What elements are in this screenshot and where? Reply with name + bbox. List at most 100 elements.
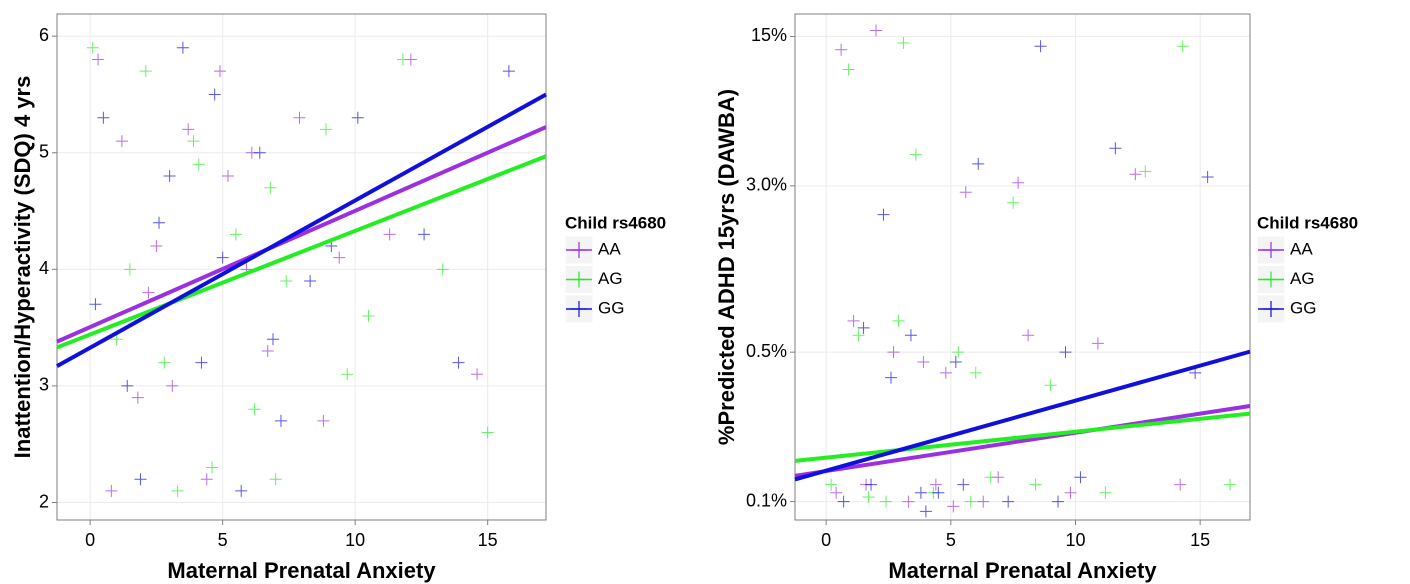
legend-symbol xyxy=(571,301,587,317)
data-point xyxy=(929,478,942,491)
data-point xyxy=(862,491,875,504)
data-point xyxy=(1174,478,1187,491)
data-point xyxy=(274,414,287,427)
data-point xyxy=(200,473,213,486)
data-point xyxy=(1007,196,1020,209)
data-point xyxy=(105,484,118,497)
data-point xyxy=(1201,170,1214,183)
legend-symbol xyxy=(571,271,587,288)
plot-background xyxy=(56,13,547,521)
data-point xyxy=(1176,40,1189,53)
data-point xyxy=(1012,176,1025,189)
data-point xyxy=(1059,346,1072,359)
data-point xyxy=(1044,379,1057,392)
x-tick-label: 10 xyxy=(345,530,365,550)
y-tick-label: 5 xyxy=(39,141,49,161)
data-point xyxy=(852,329,865,342)
data-point xyxy=(139,65,152,78)
data-point xyxy=(917,355,930,368)
data-point xyxy=(1139,165,1152,178)
y-axis-title: %Predicted ADHD 15yrs (DAWBA) xyxy=(714,89,739,445)
data-point xyxy=(280,274,293,287)
data-point xyxy=(317,414,330,427)
y-tick-label: 4 xyxy=(39,258,49,278)
data-point xyxy=(919,505,932,518)
data-point xyxy=(1034,40,1047,53)
legend-label: GG xyxy=(1290,298,1316,317)
legend-label: AG xyxy=(1290,269,1315,288)
x-tick-label: 15 xyxy=(1190,530,1210,550)
data-point xyxy=(1109,142,1122,155)
data-point xyxy=(969,366,982,379)
data-point xyxy=(1022,329,1035,342)
y-tick-label: 3.0% xyxy=(746,175,787,195)
y-tick-label: 6 xyxy=(39,25,49,45)
data-point xyxy=(904,329,917,342)
data-point xyxy=(267,333,280,346)
data-point xyxy=(1029,478,1042,491)
data-point xyxy=(1052,495,1065,508)
x-tick-label: 5 xyxy=(218,530,228,550)
data-point xyxy=(150,240,163,253)
data-point xyxy=(206,461,219,474)
data-point xyxy=(253,146,266,159)
data-point xyxy=(110,333,123,346)
data-point xyxy=(887,346,900,359)
legend-label: AG xyxy=(598,269,623,288)
x-tick-label: 0 xyxy=(821,530,831,550)
data-point xyxy=(902,495,915,508)
fit-line xyxy=(794,404,1251,478)
x-axis-title: Maternal Prenatal Anxiety xyxy=(167,558,436,583)
data-point xyxy=(825,478,838,491)
x-axis-title: Maternal Prenatal Anxiety xyxy=(888,558,1157,583)
data-point xyxy=(264,181,277,194)
data-point xyxy=(86,41,99,54)
fit-line xyxy=(794,411,1251,463)
data-point xyxy=(396,53,409,66)
data-point xyxy=(880,495,892,508)
data-point xyxy=(192,158,205,171)
y-tick-label: 15% xyxy=(751,25,787,45)
data-point xyxy=(320,123,333,136)
data-point xyxy=(304,274,317,287)
data-point xyxy=(897,36,910,49)
data-point xyxy=(892,314,905,327)
legend-symbol xyxy=(571,242,587,258)
data-point xyxy=(1064,486,1077,499)
data-point xyxy=(248,403,261,416)
data-point xyxy=(134,473,147,486)
data-point xyxy=(1074,471,1087,484)
data-point xyxy=(884,371,897,384)
data-point xyxy=(914,486,927,499)
data-point xyxy=(171,484,184,497)
legend-title: Child rs4680 xyxy=(565,213,666,232)
data-point xyxy=(92,53,105,66)
data-point xyxy=(176,41,189,54)
y-tick-label: 0.1% xyxy=(746,490,787,510)
data-point xyxy=(89,298,102,311)
data-point xyxy=(221,170,234,183)
data-point xyxy=(939,366,952,379)
legend-symbol xyxy=(1263,242,1279,258)
data-point xyxy=(436,263,449,276)
fit-line xyxy=(56,154,547,350)
data-point xyxy=(269,473,282,486)
data-point xyxy=(195,356,208,369)
data-point xyxy=(418,228,431,241)
data-point xyxy=(949,355,962,368)
data-point xyxy=(153,216,166,229)
data-point xyxy=(837,495,850,508)
data-point xyxy=(362,309,375,322)
data-point xyxy=(909,148,922,161)
legend-label: AA xyxy=(1290,239,1313,258)
data-point xyxy=(865,478,878,491)
y-axis-title: Inattention/Hyperactivity (SDQ) 4 yrs xyxy=(10,76,35,459)
data-point xyxy=(1002,495,1015,508)
plot-background xyxy=(794,13,1251,521)
data-point xyxy=(972,157,985,170)
x-tick-label: 0 xyxy=(85,530,95,550)
data-point xyxy=(842,63,855,76)
data-point xyxy=(1129,168,1142,181)
